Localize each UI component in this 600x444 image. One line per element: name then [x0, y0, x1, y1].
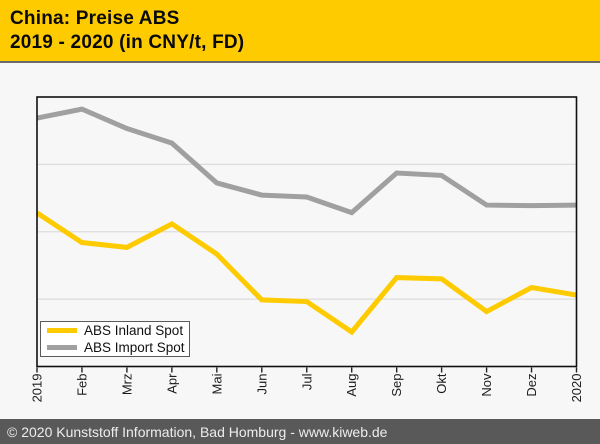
- x-tick-label: 2019: [30, 374, 45, 403]
- gray-line-swatch: [47, 344, 77, 350]
- legend-label-import: ABS Import Spot: [84, 339, 185, 355]
- x-tick-label: Apr: [164, 373, 179, 394]
- x-tick-label: Mrz: [119, 374, 134, 396]
- plot-border: [36, 96, 578, 368]
- x-tick-label: Nov: [479, 373, 494, 397]
- header-divider: [0, 61, 600, 63]
- legend-item-inland: ABS Inland Spot: [41, 323, 189, 339]
- yellow-line-swatch: [47, 328, 77, 334]
- chart-area: 2019 Feb Mrz Apr Mai Jun Jul Aug Sep Okt Nov Dez 202…: [0, 63, 600, 419]
- x-tick-label: Sep: [389, 374, 404, 397]
- legend-item-import: ABS Import Spot: [41, 339, 189, 355]
- price-line-chart: 2019 Feb Mrz Apr Mai Jun Jul Aug Sep Okt Nov Dez 202…: [30, 96, 584, 403]
- x-tick-label: Mai: [209, 373, 224, 394]
- chart-title-line2: 2019 - 2020 (in CNY/t, FD): [10, 32, 245, 53]
- legend: ABS Inland Spot ABS Import Spot: [40, 321, 190, 357]
- abs-import-spot-line: [36, 106, 577, 216]
- x-tick-label: Dez: [524, 374, 539, 397]
- chart-title-line1: China: Preise ABS: [10, 8, 180, 29]
- x-tick-label: Jul: [299, 373, 314, 390]
- x-tick-label: Jun: [254, 374, 269, 395]
- x-tick-label: 2020: [569, 374, 584, 403]
- legend-label-inland: ABS Inland Spot: [84, 323, 184, 339]
- chart-header: China: Preise ABS 2019 - 2020 (in CNY/t,…: [0, 0, 600, 61]
- abs-inland-spot-line: [35, 210, 577, 336]
- x-tick-label: Feb: [74, 374, 89, 396]
- footer: © 2020 Kunststoff Information, Bad Hombu…: [0, 419, 600, 444]
- x-tick-label: Okt: [434, 373, 449, 394]
- footer-copyright: © 2020 Kunststoff Information, Bad Hombu…: [7, 423, 388, 440]
- x-tick-label: Aug: [344, 374, 359, 397]
